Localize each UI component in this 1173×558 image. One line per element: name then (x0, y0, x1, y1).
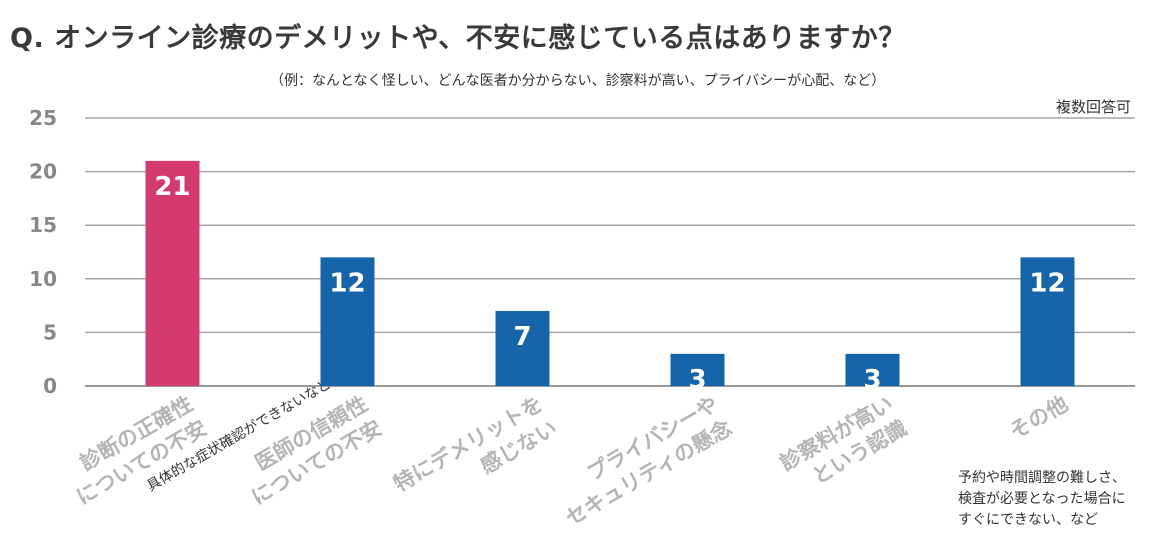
category-label: その他 (1005, 392, 1072, 444)
bar-value-label: 12 (1029, 268, 1065, 298)
bar-value-label: 3 (863, 365, 881, 395)
y-tick-label: 5 (43, 320, 57, 344)
bar (1020, 257, 1075, 386)
bar-value-label: 7 (513, 322, 531, 352)
other-note-line: すぐにできない、など (958, 512, 1098, 528)
y-tick-label: 20 (29, 160, 57, 184)
bar (845, 353, 900, 386)
bar (495, 310, 550, 386)
chart-subtitle: （例：なんとなく怪しい、どんな医者か分からない、診察料が高い、プライバシーが心配… (270, 73, 886, 89)
other-note: 予約や時間調整の難しさ、 検査が必要となった場合に すぐにできない、など (958, 468, 1126, 531)
y-tick-label: 0 (43, 374, 57, 398)
chart-title: Q. オンライン診療のデメリットや、不安に感じている点はありますか？ (10, 23, 906, 54)
y-tick-label: 25 (29, 106, 57, 130)
bar (670, 353, 725, 386)
other-note-line: 検査が必要となった場合に (958, 491, 1126, 507)
multiple-answer-note: 複数回答可 (1055, 98, 1131, 116)
bar-value-label: 12 (329, 268, 365, 298)
bar (145, 160, 200, 386)
y-tick-label: 15 (29, 213, 57, 237)
y-tick-label: 10 (29, 267, 57, 291)
other-note-line: 予約や時間調整の難しさ、 (958, 470, 1126, 486)
bar (320, 257, 375, 386)
category-label-group: その他 (1005, 392, 1072, 444)
bar-value-label: 3 (688, 365, 706, 395)
bar-value-label: 21 (154, 172, 190, 202)
